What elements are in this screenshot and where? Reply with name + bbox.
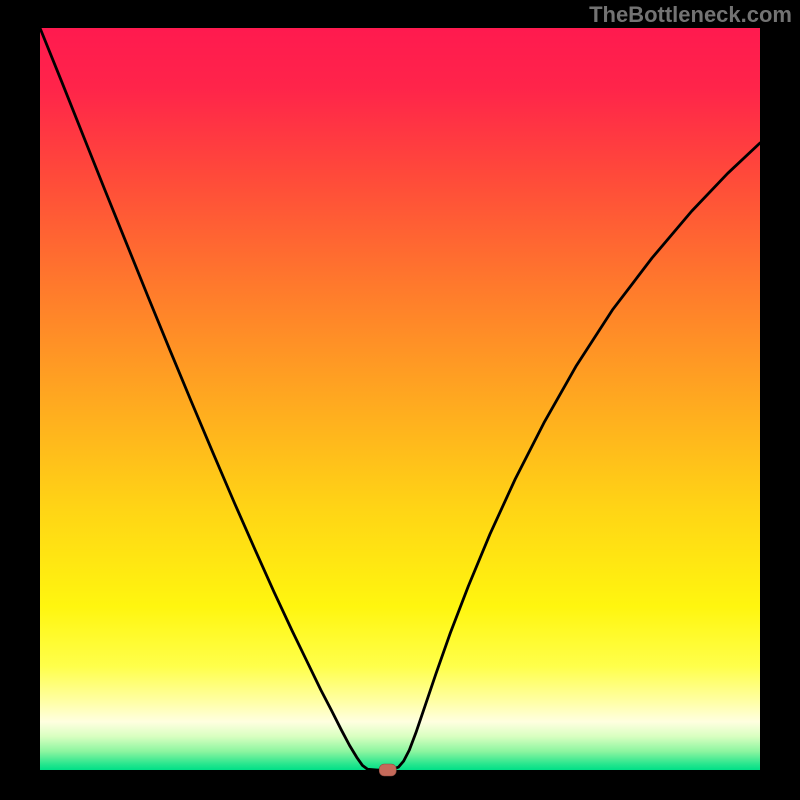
watermark-text: TheBottleneck.com <box>589 2 792 28</box>
bottleneck-chart <box>0 0 800 800</box>
plot-background <box>40 28 760 770</box>
optimal-point-marker <box>379 764 396 776</box>
